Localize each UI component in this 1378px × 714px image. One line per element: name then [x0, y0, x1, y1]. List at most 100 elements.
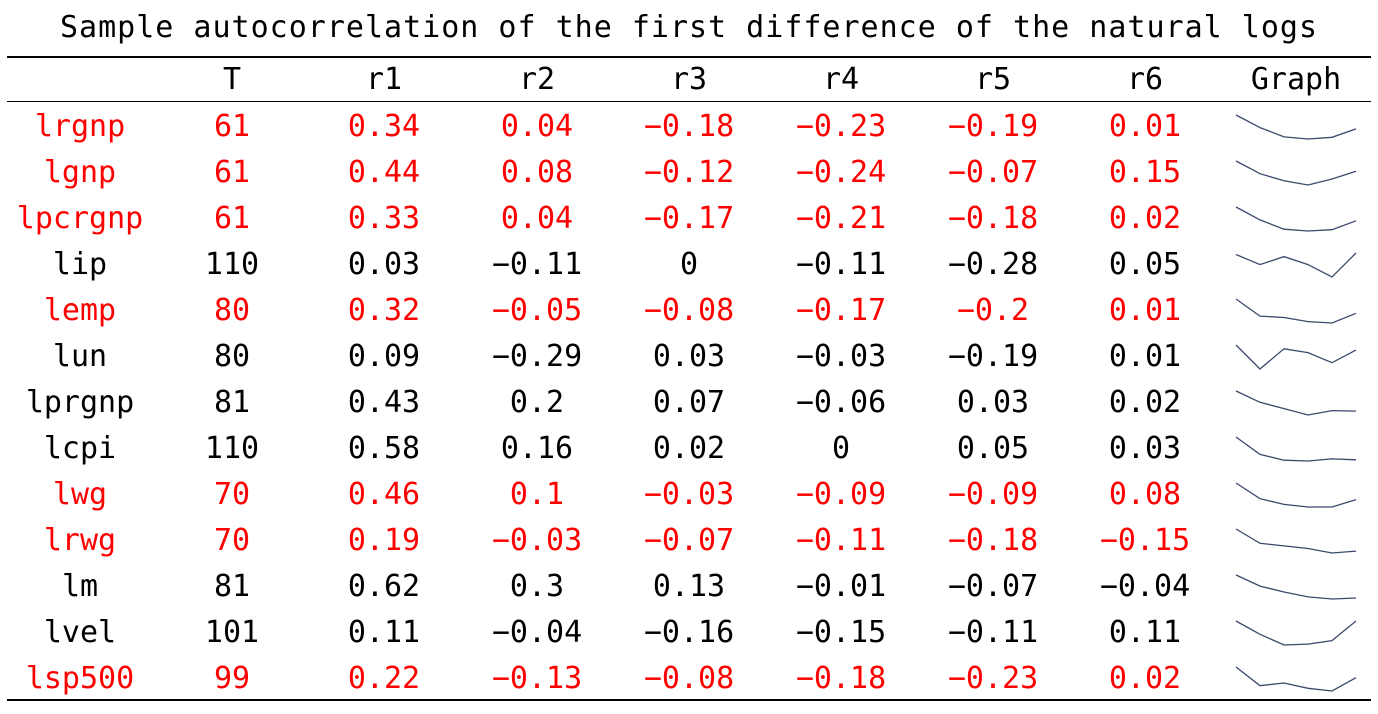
cell-r5: 0.05	[956, 431, 1030, 466]
cell-t: 99	[213, 661, 251, 696]
cell-r3: −0.18	[643, 109, 735, 144]
sparkline-series	[1235, 114, 1357, 140]
cell-r4: −0.17	[795, 293, 887, 328]
sparkline	[1235, 252, 1357, 278]
cell-t: 70	[213, 477, 251, 512]
cell-t: 110	[204, 247, 260, 282]
cell-r2: −0.03	[491, 523, 583, 558]
cell-r1: 0.43	[347, 385, 421, 420]
cell-r5: −0.23	[947, 661, 1039, 696]
sparkline-series	[1235, 390, 1357, 416]
cell-r3: −0.03	[643, 477, 735, 512]
cell-r1: 0.44	[347, 155, 421, 190]
sparkline-series	[1235, 528, 1357, 554]
cell-r6: −0.04	[1099, 569, 1191, 604]
cell-r6: 0.03	[1108, 431, 1182, 466]
cell-r2: 0.04	[500, 201, 574, 236]
row-label: lvel	[43, 615, 117, 650]
cell-r4: −0.01	[795, 569, 887, 604]
column-header-r2: r2	[518, 62, 556, 97]
row-label: lcpi	[43, 431, 117, 466]
row-label: lip	[52, 247, 108, 282]
top-rule	[7, 56, 1371, 58]
cell-r2: 0.04	[500, 109, 574, 144]
row-label: lrwg	[43, 523, 117, 558]
cell-r4: −0.24	[795, 155, 887, 190]
cell-t: 70	[213, 523, 251, 558]
cell-r2: −0.29	[491, 339, 583, 374]
cell-r5: −0.09	[947, 477, 1039, 512]
cell-r1: 0.22	[347, 661, 421, 696]
column-header-r6: r6	[1126, 62, 1164, 97]
cell-t: 110	[204, 431, 260, 466]
cell-r5: 0.03	[956, 385, 1030, 420]
cell-t: 61	[213, 155, 251, 190]
column-header-r4: r4	[822, 62, 860, 97]
cell-r3: −0.08	[643, 661, 735, 696]
cell-r4: −0.18	[795, 661, 887, 696]
sparkline	[1235, 436, 1357, 462]
cell-r2: 0.3	[509, 569, 565, 604]
cell-r1: 0.32	[347, 293, 421, 328]
cell-r2: −0.05	[491, 293, 583, 328]
sparkline	[1235, 206, 1357, 232]
column-header-graph: Graph	[1250, 62, 1342, 97]
row-label: lrgnp	[34, 109, 126, 144]
cell-r2: 0.16	[500, 431, 574, 466]
cell-r6: −0.15	[1099, 523, 1191, 558]
cell-r2: −0.04	[491, 615, 583, 650]
column-header-r3: r3	[670, 62, 708, 97]
cell-r1: 0.58	[347, 431, 421, 466]
cell-t: 80	[213, 339, 251, 374]
row-label: lemp	[43, 293, 117, 328]
cell-t: 61	[213, 201, 251, 236]
cell-r6: 0.01	[1108, 109, 1182, 144]
sparkline-series	[1235, 574, 1357, 600]
cell-r5: −0.11	[947, 615, 1039, 650]
cell-r6: 0.15	[1108, 155, 1182, 190]
cell-r1: 0.33	[347, 201, 421, 236]
cell-r4: −0.11	[795, 247, 887, 282]
row-label: lm	[61, 569, 99, 604]
cell-r6: 0.02	[1108, 661, 1182, 696]
sparkline-series	[1235, 666, 1357, 692]
cell-r5: −0.28	[947, 247, 1039, 282]
header-rule	[7, 101, 1371, 102]
column-header-r1: r1	[365, 62, 403, 97]
cell-r5: −0.07	[947, 569, 1039, 604]
sparkline-series	[1235, 344, 1357, 370]
sparkline-series	[1235, 620, 1357, 646]
column-header-r5: r5	[974, 62, 1012, 97]
sparkline	[1235, 574, 1357, 600]
cell-r5: −0.2	[956, 293, 1030, 328]
cell-r4: −0.11	[795, 523, 887, 558]
row-label: lprgnp	[25, 385, 135, 420]
cell-r6: 0.02	[1108, 201, 1182, 236]
cell-r4: −0.09	[795, 477, 887, 512]
cell-r3: 0.07	[652, 385, 726, 420]
cell-r1: 0.46	[347, 477, 421, 512]
cell-r6: 0.01	[1108, 293, 1182, 328]
sparkline	[1235, 666, 1357, 692]
cell-r4: −0.23	[795, 109, 887, 144]
cell-r2: 0.08	[500, 155, 574, 190]
sparkline	[1235, 390, 1357, 416]
cell-r5: −0.18	[947, 523, 1039, 558]
sparkline-series	[1235, 252, 1357, 278]
cell-r3: −0.17	[643, 201, 735, 236]
cell-r2: −0.11	[491, 247, 583, 282]
cell-r1: 0.19	[347, 523, 421, 558]
row-label: lwg	[52, 477, 108, 512]
cell-r6: 0.02	[1108, 385, 1182, 420]
cell-r4: −0.06	[795, 385, 887, 420]
cell-r2: 0.1	[509, 477, 565, 512]
cell-r1: 0.09	[347, 339, 421, 374]
sparkline-series	[1235, 298, 1357, 324]
sparkline	[1235, 344, 1357, 370]
column-header-t: T	[222, 62, 242, 97]
cell-r1: 0.34	[347, 109, 421, 144]
cell-t: 101	[204, 615, 260, 650]
cell-r3: 0.13	[652, 569, 726, 604]
row-label: lun	[52, 339, 108, 374]
cell-r4: −0.15	[795, 615, 887, 650]
